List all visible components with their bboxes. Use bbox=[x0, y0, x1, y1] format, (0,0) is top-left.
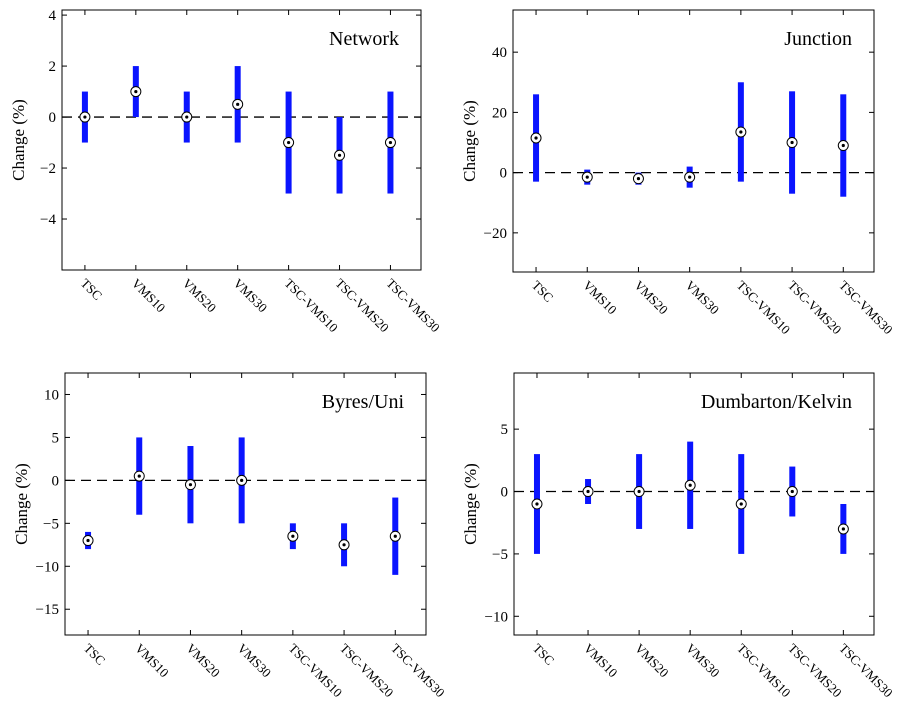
x-category-label: VMS20 bbox=[180, 276, 220, 316]
x-category-label: VMS10 bbox=[581, 641, 621, 681]
median-marker-dot bbox=[291, 534, 295, 538]
y-tick-label: 0 bbox=[500, 166, 508, 182]
chart-title: Junction bbox=[784, 28, 852, 50]
median-marker-dot bbox=[688, 483, 692, 487]
y-tick-label: 5 bbox=[52, 430, 60, 446]
y-tick-label: −5 bbox=[492, 547, 508, 563]
median-marker-dot bbox=[185, 115, 189, 119]
x-category-label: VMS20 bbox=[631, 278, 671, 318]
x-category-label: TSC-VMS20 bbox=[785, 641, 845, 701]
median-marker-dot bbox=[739, 130, 743, 134]
y-axis-label: Change (%) bbox=[12, 463, 31, 545]
plot-area-frame bbox=[64, 372, 427, 636]
x-category-label: TSC-VMS20 bbox=[785, 278, 845, 338]
median-marker-dot bbox=[236, 102, 240, 106]
plot-area-frame bbox=[513, 372, 875, 636]
median-marker-dot bbox=[134, 89, 138, 94]
x-category-label: VMS10 bbox=[580, 278, 620, 318]
median-marker-dot bbox=[790, 140, 794, 145]
y-tick-label: −10 bbox=[485, 609, 508, 625]
y-axis-label: Change (%) bbox=[460, 100, 479, 182]
median-marker-dot bbox=[393, 534, 397, 538]
x-category-label: TSC-VMS30 bbox=[836, 278, 896, 338]
median-marker-dot bbox=[739, 502, 743, 506]
x-category-label: TSC-VMS20 bbox=[337, 641, 397, 701]
median-marker-dot bbox=[841, 143, 845, 148]
y-tick-label: 0 bbox=[52, 473, 60, 489]
x-category-label: TSC bbox=[78, 276, 105, 303]
median-marker-dot bbox=[337, 153, 342, 157]
plot-area-frame bbox=[512, 9, 875, 273]
y-tick-label: 20 bbox=[492, 105, 507, 121]
y-tick-label: −10 bbox=[36, 559, 59, 575]
chart-title: Network bbox=[329, 28, 399, 50]
median-marker-dot bbox=[586, 489, 590, 494]
y-tick-label: −5 bbox=[43, 516, 59, 532]
median-marker-dot bbox=[287, 140, 291, 145]
median-marker-dot bbox=[688, 175, 692, 179]
x-category-label: TSC-VMS20 bbox=[332, 276, 392, 336]
y-tick-label: −4 bbox=[40, 212, 56, 228]
x-category-label: TSC bbox=[529, 278, 556, 305]
chart-title: Dumbarton/Kelvin bbox=[701, 391, 852, 413]
x-category-label: VMS20 bbox=[183, 641, 223, 681]
median-marker-dot bbox=[637, 489, 641, 494]
y-tick-label: −15 bbox=[36, 602, 59, 618]
x-category-label: TSC bbox=[81, 641, 108, 668]
median-marker-dot bbox=[240, 478, 244, 482]
y-tick-label: −20 bbox=[484, 226, 507, 242]
x-category-label: TSC-VMS30 bbox=[383, 276, 443, 336]
y-tick-label: 0 bbox=[49, 110, 57, 126]
median-marker-dot bbox=[86, 538, 90, 543]
median-marker-dot bbox=[790, 489, 794, 494]
y-tick-label: 40 bbox=[492, 45, 507, 61]
median-marker-dot bbox=[534, 136, 538, 140]
median-marker-dot bbox=[83, 115, 87, 119]
y-tick-label: 2 bbox=[49, 59, 57, 75]
x-category-label: TSC bbox=[530, 641, 557, 668]
x-category-label: VMS30 bbox=[683, 278, 723, 318]
x-category-label: TSC-VMS30 bbox=[836, 641, 896, 701]
x-category-label: VMS30 bbox=[235, 641, 275, 681]
y-tick-label: 5 bbox=[501, 422, 509, 438]
chart-title: Byres/Uni bbox=[322, 391, 405, 413]
y-axis-label: Change (%) bbox=[461, 463, 480, 545]
x-category-label: TSC-VMS10 bbox=[281, 276, 341, 336]
y-tick-label: 4 bbox=[49, 8, 57, 24]
median-marker-dot bbox=[188, 483, 193, 487]
x-category-label: TSC-VMS30 bbox=[388, 641, 448, 701]
median-marker-dot bbox=[585, 175, 589, 179]
y-tick-label: 10 bbox=[44, 387, 59, 403]
x-category-label: VMS10 bbox=[129, 276, 169, 316]
median-marker-dot bbox=[535, 502, 539, 506]
median-marker-dot bbox=[841, 527, 845, 531]
x-category-label: VMS30 bbox=[231, 276, 271, 316]
x-category-label: VMS10 bbox=[132, 641, 172, 681]
x-category-label: TSC-VMS10 bbox=[734, 278, 794, 338]
plot-area-frame bbox=[61, 9, 422, 271]
x-category-label: TSC-VMS10 bbox=[734, 641, 794, 701]
x-category-label: VMS30 bbox=[683, 641, 723, 681]
y-axis-label: Change (%) bbox=[9, 99, 28, 181]
y-tick-label: 0 bbox=[501, 485, 509, 501]
median-marker-dot bbox=[636, 177, 641, 181]
median-marker-dot bbox=[342, 543, 346, 547]
median-marker-dot bbox=[137, 474, 141, 478]
x-category-label: TSC-VMS10 bbox=[286, 641, 346, 701]
y-tick-label: −2 bbox=[40, 161, 56, 177]
median-marker-dot bbox=[388, 140, 393, 145]
x-category-label: VMS20 bbox=[632, 641, 672, 681]
